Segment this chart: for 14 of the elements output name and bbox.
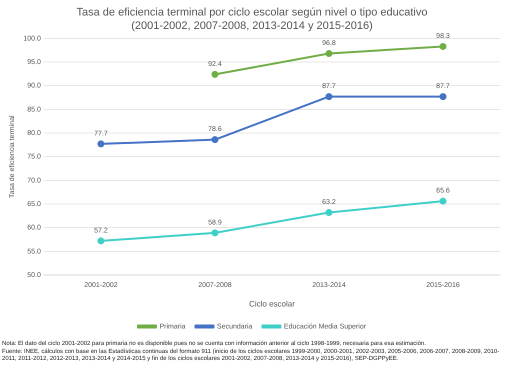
x-axis-title: Ciclo escolar: [249, 299, 296, 308]
point: [325, 209, 332, 216]
point: [439, 198, 446, 205]
chart-subtitle: (2001-2002, 2007-2008, 2013-2014 y 2015-2016): [131, 20, 373, 32]
point: [439, 93, 446, 100]
point: [211, 136, 218, 144]
point: [211, 70, 218, 78]
point: [439, 42, 446, 50]
point: [97, 140, 104, 148]
point: [97, 237, 104, 244]
chart-title: Tasa de eficiencia terminal por ciclo escolar según nivel o tipo educativo: [76, 6, 428, 19]
point: [211, 229, 218, 236]
point: [325, 93, 332, 100]
point: [325, 50, 332, 58]
